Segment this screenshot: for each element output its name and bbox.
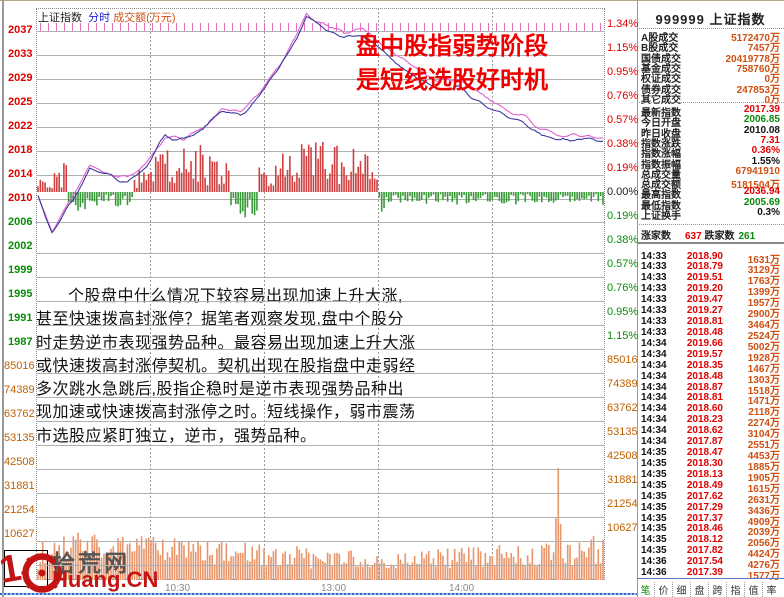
svg-text:1: 1 bbox=[0, 547, 24, 592]
